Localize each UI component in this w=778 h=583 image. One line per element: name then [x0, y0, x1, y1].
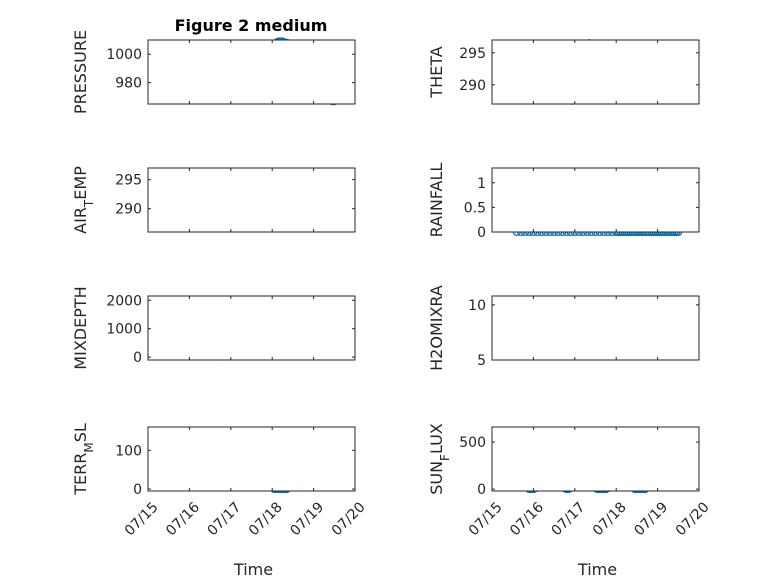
y-tick-label: 295: [459, 46, 486, 62]
y-axis-label: MIXDEPTH: [71, 286, 90, 369]
axes-box: [147, 295, 356, 361]
y-axis-label: AIRTEMP: [71, 166, 96, 234]
subplot-3: 290 295 AIRTEMP: [71, 166, 356, 234]
subplot-4: 0 0.5 1 RAINFALL: [427, 163, 700, 241]
y-tick-label: 1000: [106, 47, 142, 63]
y-axis-label: H2OMIXRA: [427, 285, 446, 371]
y-tick-label: 2000: [106, 293, 142, 309]
y-tick-label: 290: [115, 202, 142, 218]
y-tick-label: 0: [477, 225, 486, 241]
axes-box: [491, 295, 700, 361]
subplot-7: 0 100 TERRMSL 07/15 07/16 07/17 07/18 07/19 07/2…: [71, 423, 369, 579]
x-axis-label: Time: [577, 560, 617, 579]
axes-box: [147, 39, 356, 105]
subplot-8: 0 500 SUNFLUX 07/15 07/16 07/17 07/18 07/19 07/2…: [427, 423, 713, 579]
x-tick-label: 07/16: [163, 499, 203, 539]
x-tick-label: 07/18: [246, 499, 286, 539]
y-axis-label: RAINFALL: [427, 163, 446, 238]
subplot-2: 290 295 THETA: [427, 39, 700, 105]
y-axis-label: THETA: [427, 46, 446, 98]
y-tick-label: 0: [133, 482, 142, 498]
y-tick-label: 295: [115, 173, 142, 189]
x-tick-label: 07/17: [549, 499, 589, 539]
y-tick-label: 10: [468, 298, 486, 314]
axes-box: [147, 167, 356, 233]
x-tick-label: 07/17: [205, 499, 245, 539]
axes-box: [147, 426, 356, 492]
subplot-6: 5 10 H2OMIXRA: [427, 285, 700, 371]
x-tick-label: 07/16: [507, 499, 547, 539]
subplot-5: 0 1000 2000 MIXDEPTH: [71, 286, 356, 370]
x-tick-label: 07/20: [673, 499, 713, 539]
x-tick-label: 07/15: [122, 499, 162, 539]
x-tick-label: 07/19: [631, 499, 671, 539]
y-tick-label: 500: [459, 435, 486, 451]
axes-box: [491, 426, 700, 492]
y-tick-label: 0.5: [464, 200, 486, 216]
x-axis-label: Time: [233, 560, 273, 579]
x-tick-label: 07/18: [590, 499, 630, 539]
y-axis-label: SUNFLUX: [427, 423, 452, 495]
y-tick-label: 980: [115, 76, 142, 92]
subplot-1: 980 1000 PRESSURE: [71, 30, 356, 114]
y-tick-label: 290: [459, 78, 486, 94]
x-tick-label: 07/20: [329, 499, 369, 539]
x-tick-label: 07/19: [287, 499, 327, 539]
y-tick-label: 5: [477, 353, 486, 369]
figure-title: Figure 2 medium: [175, 16, 328, 35]
y-axis-label: TERRMSL: [71, 423, 96, 496]
y-axis-label: PRESSURE: [71, 30, 90, 114]
y-tick-label: 1: [477, 176, 486, 192]
y-tick-label: 100: [115, 443, 142, 459]
y-tick-label: 0: [133, 350, 142, 366]
axes-box: [491, 167, 700, 233]
y-tick-label: 0: [477, 482, 486, 498]
x-tick-label: 07/15: [466, 499, 506, 539]
y-tick-label: 1000: [106, 322, 142, 338]
axes-box: [491, 39, 700, 105]
